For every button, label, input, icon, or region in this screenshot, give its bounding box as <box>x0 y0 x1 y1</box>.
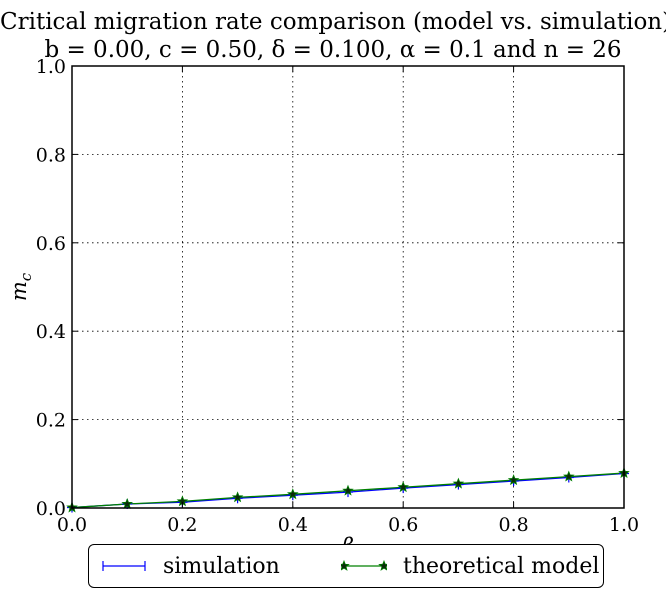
y-tick-label: 0.2 <box>36 410 66 432</box>
y-axis-label-subscript: c <box>17 272 35 281</box>
point-theoretical-model <box>452 477 465 489</box>
point-theoretical-model <box>287 488 299 500</box>
legend-label-simulation: simulation <box>163 553 280 579</box>
x-tick-label: 0.6 <box>388 514 418 536</box>
x-tick-label: 0.4 <box>278 514 308 536</box>
point-theoretical-model <box>507 474 520 486</box>
legend-label-theoretical-model: theoretical model <box>403 553 600 579</box>
legend: simulation theoretical model <box>88 544 604 588</box>
point-theoretical-model <box>342 484 354 496</box>
point-theoretical-model <box>563 470 575 482</box>
axis-ticks: 0.0 0.2 0.4 0.6 0.8 1.0 0.0 0.2 0.4 0.6 0.8 1.0 <box>36 56 639 536</box>
point-theoretical-model <box>231 491 244 503</box>
chart-subtitle: b = 0.00, c = 0.50, δ = 0.100, α = 0.1 a… <box>44 37 622 63</box>
chart-title: Critical migration rate comparison (mode… <box>0 9 666 35</box>
series-markers <box>66 467 630 513</box>
y-tick-label: 0.6 <box>36 233 66 255</box>
legend-item-theoretical-model: theoretical model <box>341 553 599 579</box>
y-axis-label: mc <box>7 272 35 301</box>
grid <box>72 66 624 508</box>
x-tick-label: 0.8 <box>498 514 528 536</box>
y-tick-label: 0.4 <box>36 321 66 343</box>
x-tick-label: 1.0 <box>609 514 639 536</box>
point-theoretical-model <box>397 481 409 493</box>
point-theoretical-model <box>121 497 133 509</box>
plot-frame <box>71 65 625 509</box>
legend-swatch-theoretical-model <box>341 559 387 571</box>
y-tick-label: 1.0 <box>36 56 66 78</box>
y-tick-label: 0.0 <box>36 498 66 520</box>
y-axis-label-main: m <box>7 281 31 301</box>
legend-item-simulation: simulation <box>101 553 280 579</box>
y-tick-label: 0.8 <box>36 144 66 166</box>
legend-swatch-simulation <box>102 561 146 571</box>
x-tick-label: 0.0 <box>57 514 87 536</box>
x-tick-label: 0.2 <box>167 514 197 536</box>
